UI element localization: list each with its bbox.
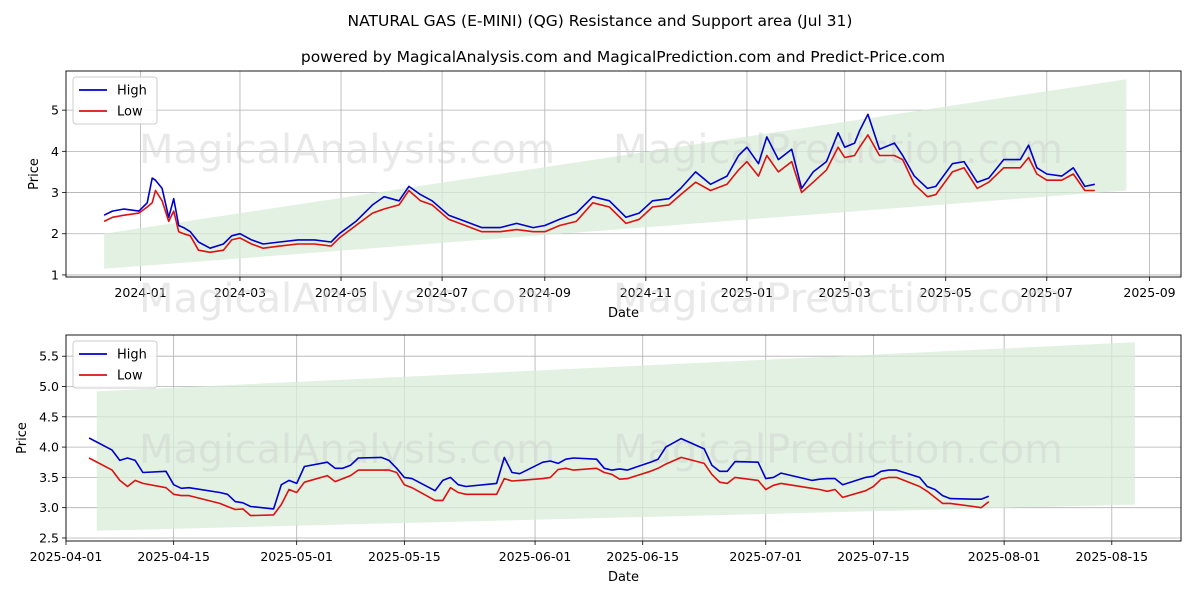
legend-label-low: Low [117,369,143,384]
x-tick-label: 2025-04-01 [30,549,103,564]
x-tick-label: 2025-06-15 [606,549,679,564]
x-tick-label: 2025-06-01 [499,549,572,564]
x-tick-label: 2024-01 [114,285,166,300]
series-line-low [103,134,1095,254]
x-tick-label: 2025-05 [920,285,972,300]
x-tick-label: 2025-05-01 [260,549,333,564]
y-axis-label: Price [27,158,42,190]
x-tick-label: 2025-08-15 [1075,549,1148,564]
overview-panel: 2024-01 2024-03 2024-05 2024-07 2024-09 2024-… [27,70,1182,322]
watermark: MagicalAnalysis.com [139,276,555,322]
series-line-high [88,437,990,510]
x-tick-label: 2025-03 [819,285,871,300]
watermark: MagicalAnalysis.com [139,427,555,473]
series-line-high [103,113,1095,249]
y-tick-label: 1 [51,267,59,282]
y-tick-label: 3 [51,185,59,200]
x-axis-label: Date [608,306,639,321]
y-tick-label: 2.5 [39,530,59,545]
y-tick-label: 4 [51,144,59,159]
legend-box [72,76,158,125]
x-tick-label: 2024-07 [416,285,468,300]
x-tick-label: 2024-11 [620,285,672,300]
detail-panel: 2025-04-01 2025-04-15 2025-05-01 2025-05-15… [15,334,1182,585]
x-tick-label: 2025-01 [721,285,773,300]
y-tick-label: 4.5 [39,409,59,424]
y-tick-label: 5.0 [39,379,59,394]
y-tick-label: 2 [51,226,59,241]
axes-frame [65,334,1182,542]
x-tick-label: 2025-07-15 [837,549,910,564]
x-tick-label: 2025-04-15 [137,549,210,564]
x-axis-label: Date [608,570,639,585]
y-tick-label: 3.0 [39,500,59,515]
resistance-support-band [104,79,1127,269]
y-axis-label: Price [15,422,30,454]
legend-label-high: High [117,348,147,363]
y-tick-label: 4.0 [39,440,59,455]
x-tick-label: 2024-09 [519,285,571,300]
axes-frame [65,70,1182,278]
chart-subtitle: powered by MagicalAnalysis.com and Magic… [301,48,945,66]
watermark: MagicalPrediction.com [613,427,1063,473]
x-tick-label: 2025-05-15 [368,549,441,564]
watermark: MagicalAnalysis.com [139,127,555,173]
watermark: MagicalPrediction.com [613,276,1063,322]
x-tick-label: 2024-03 [214,285,266,300]
legend-box [72,340,158,389]
x-tick-label: 2025-07-01 [729,549,802,564]
y-tick-label: 5.5 [39,349,59,364]
x-tick-label: 2025-08-01 [968,549,1041,564]
chart-title: NATURAL GAS (E-MINI) (QG) Resistance and… [348,12,853,30]
x-tick-label: 2025-09 [1123,285,1175,300]
y-tick-label: 5 [51,103,59,118]
legend-label-high: High [117,84,147,99]
y-tick-label: 3.5 [39,470,59,485]
legend-label-low: Low [117,105,143,120]
x-tick-label: 2025-07 [1021,285,1073,300]
series-line-low [88,456,990,517]
x-tick-label: 2024-05 [315,285,367,300]
